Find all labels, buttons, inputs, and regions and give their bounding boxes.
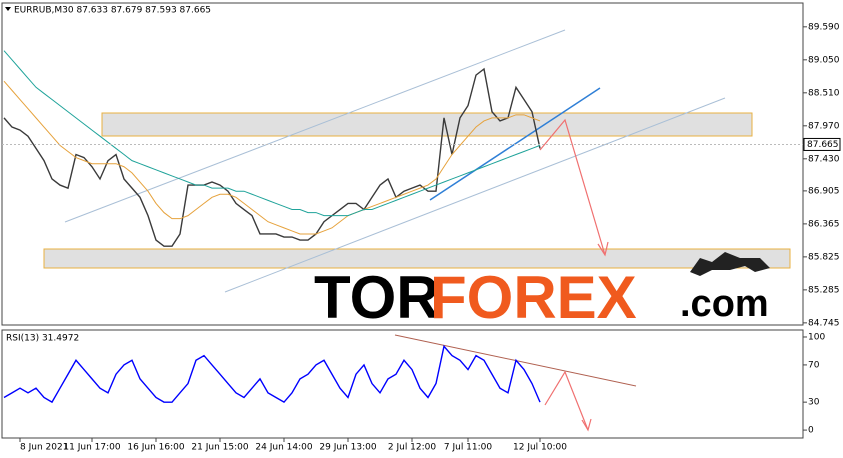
- y-tick-label: 84.745: [808, 318, 840, 328]
- price-panel: [1, 2, 804, 326]
- y-tick-label: 70: [808, 360, 820, 370]
- series-line: [3, 50, 541, 217]
- menu-triangle: [5, 7, 11, 11]
- arrow-head: [581, 418, 592, 432]
- y-tick-label: 100: [808, 332, 825, 342]
- x-tick-label: 16 Jun 16:00: [127, 443, 184, 453]
- resistance-zone: [101, 112, 753, 137]
- logo-part: TOR: [314, 264, 440, 331]
- channel-lower: [224, 97, 726, 293]
- logo-part: FOREX: [430, 264, 637, 331]
- y-tick-label: 86.905: [808, 186, 840, 196]
- x-tick-label: 7 Jul 11:00: [444, 443, 493, 453]
- chart-title: EURRUB,M30 87.633 87.679 87.593 87.665: [14, 6, 211, 16]
- y-tick-label: 86.365: [808, 219, 840, 229]
- series-line: [3, 80, 541, 235]
- x-tick-label: 21 Jun 15:00: [191, 443, 248, 453]
- series-line: [3, 344, 541, 404]
- x-tick-label: 29 Jun 13:00: [319, 443, 376, 453]
- y-tick-label: 0: [808, 426, 814, 436]
- y-tick-label: 87.970: [808, 121, 840, 131]
- y-tick-label: 85.285: [808, 285, 840, 295]
- x-tick-label: 2 Jul 12:00: [388, 443, 437, 453]
- x-tick-label: 24 Jun 14:00: [255, 443, 312, 453]
- y-tick-label: 85.825: [808, 252, 840, 262]
- rsi-title: RSI(13) 31.4972: [6, 334, 79, 344]
- x-tick-label: 8 Jun 2021: [20, 443, 68, 453]
- x-tick-label: 12 Jul 10:00: [513, 443, 567, 453]
- channel-upper: [64, 29, 566, 223]
- y-tick-label: 88.510: [808, 88, 840, 98]
- rsi-forecast-arrow: [544, 370, 589, 431]
- x-tick-label: 11 Jun 17:00: [63, 443, 120, 453]
- logo-part: .com: [680, 283, 769, 325]
- y-tick-label: 30: [808, 398, 820, 408]
- rsi-panel: [1, 329, 804, 439]
- forecast-arrow: [539, 118, 606, 256]
- bull-icon: [690, 252, 770, 276]
- y-tick-label: 89.050: [808, 55, 840, 65]
- y-tick-label: 87.430: [808, 154, 840, 164]
- series-line: [3, 67, 541, 247]
- last-price-label: 87.665: [807, 140, 839, 150]
- arrow-head: [597, 241, 609, 257]
- last-price-box: [803, 137, 841, 151]
- y-tick-label: 89.590: [808, 22, 840, 32]
